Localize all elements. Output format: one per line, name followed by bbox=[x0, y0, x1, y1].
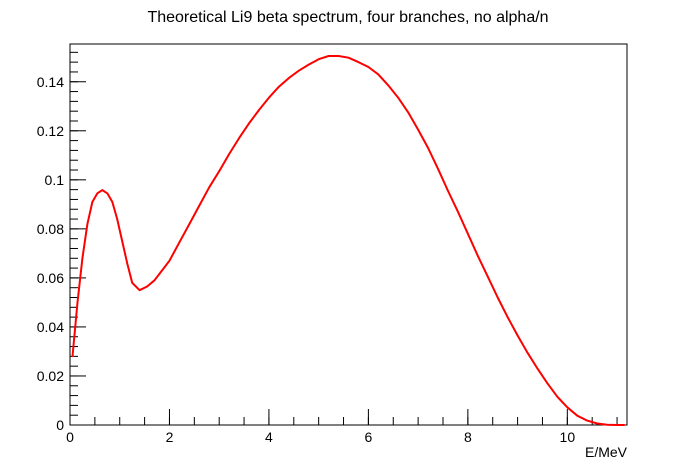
y-major-ticks bbox=[70, 81, 86, 426]
data-point bbox=[367, 66, 370, 68]
y-tick-labels: 0 0.02 0.04 0.06 0.08 0.1 0.12 0.14 bbox=[37, 74, 64, 433]
data-point bbox=[297, 69, 300, 72]
data-point bbox=[161, 269, 163, 272]
data-point bbox=[486, 275, 489, 278]
x-axis-label: E/MeV bbox=[585, 444, 628, 460]
y-tick-label: 0.08 bbox=[37, 221, 64, 237]
data-point bbox=[496, 296, 499, 299]
data-point bbox=[218, 170, 220, 173]
data-point bbox=[101, 189, 104, 191]
x-major-ticks bbox=[69, 409, 568, 425]
data-point bbox=[427, 147, 429, 149]
data-point bbox=[457, 210, 459, 213]
data-point bbox=[447, 190, 449, 192]
data-point bbox=[168, 259, 171, 262]
data-point bbox=[397, 96, 400, 99]
data-point bbox=[357, 61, 360, 63]
plot-frame bbox=[69, 43, 628, 426]
data-point bbox=[623, 424, 626, 426]
data-point bbox=[437, 167, 439, 170]
y-tick-label: 0.02 bbox=[37, 368, 64, 384]
data-point bbox=[146, 285, 148, 288]
data-point bbox=[516, 334, 519, 337]
data-point bbox=[317, 58, 320, 61]
x-tick-label: 4 bbox=[265, 429, 273, 445]
chart-title: Theoretical Li9 beta spectrum, four bran… bbox=[147, 9, 548, 26]
y-tick-label: 0.14 bbox=[37, 74, 64, 90]
data-point bbox=[208, 186, 211, 188]
data-point bbox=[278, 85, 280, 88]
data-point bbox=[138, 289, 141, 291]
data-point bbox=[307, 63, 310, 66]
data-point bbox=[106, 192, 109, 195]
data-point bbox=[111, 201, 114, 203]
data-point bbox=[248, 122, 250, 125]
data-point bbox=[526, 351, 529, 354]
data-point bbox=[377, 73, 380, 76]
data-point bbox=[566, 406, 569, 409]
data-point bbox=[238, 137, 240, 139]
x-tick-label: 2 bbox=[166, 429, 174, 445]
data-point bbox=[616, 424, 618, 426]
data-point bbox=[116, 218, 119, 220]
data-point bbox=[606, 423, 608, 426]
data-point bbox=[546, 382, 549, 385]
data-point bbox=[198, 204, 201, 207]
data-point bbox=[506, 316, 509, 318]
y-tick-label: 0.1 bbox=[45, 172, 65, 188]
data-point bbox=[556, 396, 559, 398]
data-point bbox=[347, 56, 350, 59]
y-tick-label: 0.04 bbox=[37, 319, 64, 335]
series-line bbox=[71, 55, 625, 426]
data-point bbox=[71, 355, 74, 358]
data-point bbox=[81, 257, 84, 260]
data-point bbox=[86, 223, 89, 225]
data-point bbox=[188, 223, 191, 225]
data-point bbox=[96, 192, 99, 195]
data-point bbox=[477, 255, 479, 257]
data-point bbox=[576, 414, 579, 417]
data-point bbox=[586, 419, 589, 422]
data-point bbox=[121, 240, 124, 242]
data-point bbox=[288, 77, 290, 79]
data-point bbox=[536, 367, 539, 370]
data-point bbox=[596, 422, 598, 425]
data-point bbox=[387, 84, 390, 87]
x-tick-label: 8 bbox=[464, 429, 472, 445]
y-tick-label: 0.12 bbox=[37, 123, 64, 139]
x-tick-label: 10 bbox=[560, 429, 576, 445]
data-point bbox=[337, 55, 340, 57]
data-point bbox=[268, 96, 270, 99]
data-point bbox=[467, 232, 469, 235]
series-layer bbox=[71, 55, 626, 426]
x-minor-ticks bbox=[69, 417, 618, 425]
data-point bbox=[91, 201, 94, 203]
data-point bbox=[153, 279, 156, 282]
data-point bbox=[131, 281, 133, 284]
data-point bbox=[407, 111, 409, 114]
data-point bbox=[417, 128, 419, 131]
y-tick-label: 0.06 bbox=[37, 270, 64, 286]
data-point bbox=[76, 301, 79, 304]
y-tick-label: 0 bbox=[56, 417, 64, 433]
x-tick-label: 0 bbox=[66, 429, 74, 445]
data-point bbox=[126, 262, 128, 264]
data-point bbox=[228, 153, 230, 155]
data-point bbox=[178, 241, 181, 244]
x-tick-label: 6 bbox=[364, 429, 372, 445]
data-point bbox=[258, 109, 260, 111]
x-tick-labels: 0 2 4 6 8 10 bbox=[66, 429, 575, 445]
y-minor-ticks bbox=[70, 51, 78, 426]
data-point bbox=[327, 55, 330, 57]
